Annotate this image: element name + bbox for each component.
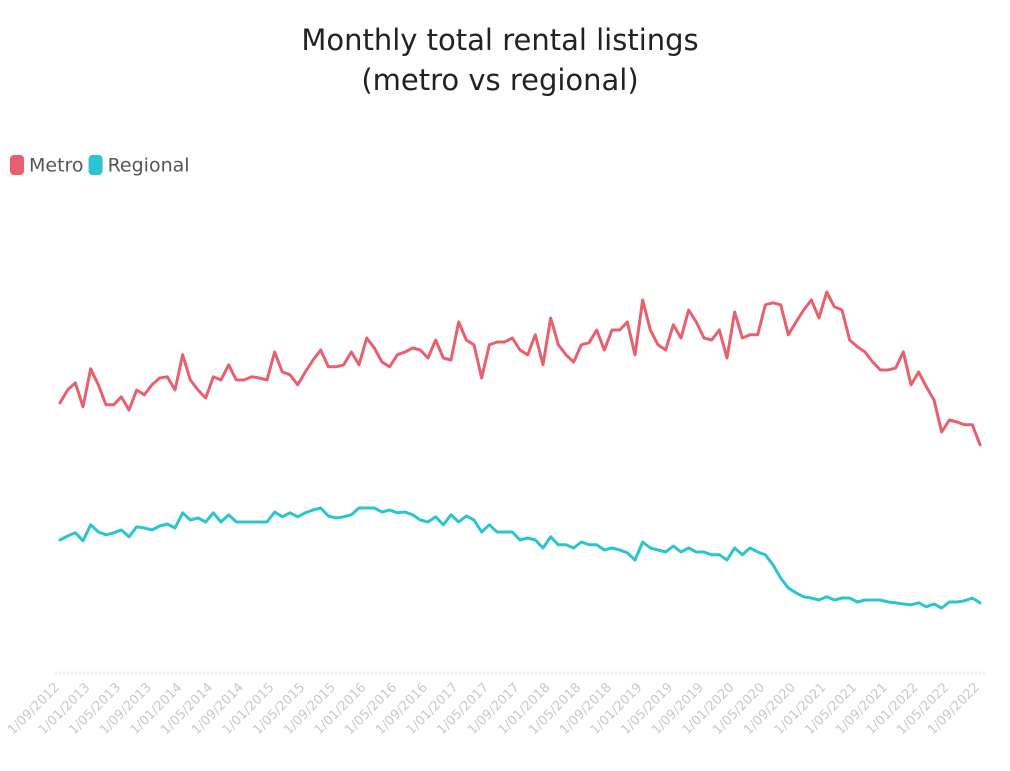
legend-label: Regional [108, 155, 190, 177]
legend-label: Metro [29, 155, 84, 177]
chart-subtitle: (metro vs regional) [361, 63, 638, 97]
chart-title: Monthly total rental listings [301, 23, 698, 57]
legend-swatch [88, 155, 103, 175]
series-line [58, 290, 982, 447]
series-line [58, 506, 982, 610]
legend-swatch [10, 155, 24, 175]
